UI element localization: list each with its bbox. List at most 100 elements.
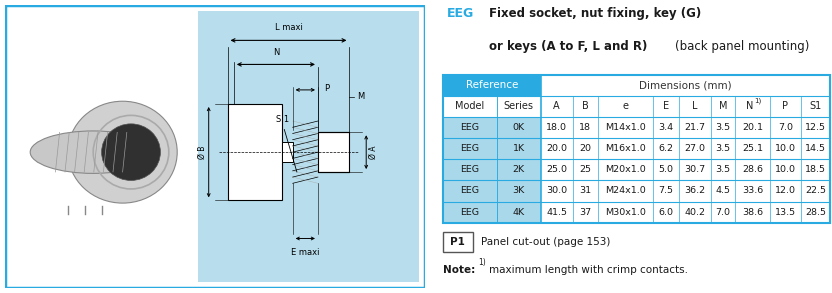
Text: Ø A: Ø A <box>369 145 379 159</box>
Text: M: M <box>357 93 364 101</box>
Ellipse shape <box>68 101 177 203</box>
Text: 1K: 1K <box>513 144 525 153</box>
Text: 4K: 4K <box>513 208 525 217</box>
Text: 4.5: 4.5 <box>716 186 730 195</box>
Bar <box>541 202 830 223</box>
Text: 27.0: 27.0 <box>684 144 706 153</box>
Text: N: N <box>273 48 279 57</box>
Bar <box>318 132 349 172</box>
Text: Series: Series <box>503 101 533 111</box>
Bar <box>443 180 541 202</box>
Text: 30.0: 30.0 <box>546 186 567 195</box>
Text: 2K: 2K <box>513 165 525 174</box>
Text: 10.0: 10.0 <box>775 144 796 153</box>
Bar <box>228 104 282 200</box>
Text: 18.5: 18.5 <box>805 165 826 174</box>
Text: 25.1: 25.1 <box>742 144 763 153</box>
Bar <box>13 11 198 282</box>
Text: P1: P1 <box>450 237 465 247</box>
Text: 1): 1) <box>754 98 761 104</box>
Text: EEG: EEG <box>460 186 479 195</box>
Text: 18.0: 18.0 <box>547 123 567 132</box>
Bar <box>198 11 418 282</box>
Text: N: N <box>746 101 753 111</box>
Text: 3.5: 3.5 <box>716 144 730 153</box>
Text: 33.6: 33.6 <box>742 186 764 195</box>
Bar <box>443 159 541 180</box>
Text: M24x1.0: M24x1.0 <box>606 186 646 195</box>
Text: 6.0: 6.0 <box>659 208 674 217</box>
Text: S 1: S 1 <box>275 115 289 124</box>
Bar <box>443 202 541 223</box>
Text: EEG: EEG <box>447 7 474 20</box>
Text: Model: Model <box>455 101 484 111</box>
Text: 28.5: 28.5 <box>805 208 826 217</box>
Text: Dimensions (mm): Dimensions (mm) <box>639 80 732 90</box>
Text: 20.1: 20.1 <box>742 123 763 132</box>
Text: E: E <box>663 101 669 111</box>
Text: 0K: 0K <box>513 123 525 132</box>
Text: 7.0: 7.0 <box>716 208 730 217</box>
Text: M: M <box>719 101 727 111</box>
Ellipse shape <box>30 131 156 173</box>
Text: P: P <box>324 84 329 93</box>
Text: 13.5: 13.5 <box>775 208 796 217</box>
Text: 20: 20 <box>579 144 592 153</box>
Text: A: A <box>553 101 560 111</box>
Text: E maxi: E maxi <box>291 248 319 257</box>
Text: 38.6: 38.6 <box>742 208 764 217</box>
Text: 18: 18 <box>579 123 592 132</box>
Text: 41.5: 41.5 <box>547 208 567 217</box>
Bar <box>443 75 830 223</box>
Bar <box>541 180 830 202</box>
Text: Fixed socket, nut fixing, key (G): Fixed socket, nut fixing, key (G) <box>488 7 701 20</box>
Bar <box>541 138 830 159</box>
Text: 12.5: 12.5 <box>805 123 826 132</box>
Text: 1): 1) <box>478 258 486 267</box>
Bar <box>282 142 293 162</box>
Bar <box>541 75 830 96</box>
Bar <box>541 117 830 138</box>
Ellipse shape <box>102 124 161 180</box>
Text: B: B <box>582 101 589 111</box>
Text: 12.0: 12.0 <box>775 186 796 195</box>
Text: 7.0: 7.0 <box>778 123 793 132</box>
Text: P: P <box>782 101 789 111</box>
Text: 40.2: 40.2 <box>684 208 706 217</box>
Text: 28.6: 28.6 <box>742 165 763 174</box>
Text: 22.5: 22.5 <box>805 186 826 195</box>
Text: 3.4: 3.4 <box>659 123 674 132</box>
Text: EEG: EEG <box>460 123 479 132</box>
Text: Panel cut-out (page 153): Panel cut-out (page 153) <box>481 237 610 247</box>
Text: EEG: EEG <box>460 208 479 217</box>
Text: (back panel mounting): (back panel mounting) <box>676 40 810 52</box>
Bar <box>541 159 830 180</box>
Text: maximum length with crimp contacts.: maximum length with crimp contacts. <box>488 265 687 275</box>
Bar <box>443 96 830 117</box>
Text: or keys (A to F, L and R): or keys (A to F, L and R) <box>488 40 647 52</box>
Text: M14x1.0: M14x1.0 <box>606 123 646 132</box>
Text: M16x1.0: M16x1.0 <box>606 144 646 153</box>
Text: e: e <box>622 101 629 111</box>
Text: 36.2: 36.2 <box>684 186 706 195</box>
Text: 20.0: 20.0 <box>547 144 567 153</box>
Text: Ø B: Ø B <box>198 145 207 159</box>
Text: Note:: Note: <box>443 265 475 275</box>
Text: M30x1.0: M30x1.0 <box>606 208 646 217</box>
Text: 21.7: 21.7 <box>684 123 706 132</box>
Text: 31: 31 <box>579 186 592 195</box>
Text: 3.5: 3.5 <box>716 165 730 174</box>
Text: EEG: EEG <box>460 165 479 174</box>
Text: L: L <box>692 101 697 111</box>
Text: L maxi: L maxi <box>275 23 303 33</box>
Text: 14.5: 14.5 <box>805 144 826 153</box>
Text: Reference: Reference <box>466 80 518 90</box>
Text: M20x1.0: M20x1.0 <box>606 165 646 174</box>
Text: 25: 25 <box>579 165 592 174</box>
Bar <box>443 232 473 252</box>
Text: 5.0: 5.0 <box>659 165 674 174</box>
Text: 25.0: 25.0 <box>547 165 567 174</box>
Text: 6.2: 6.2 <box>659 144 674 153</box>
Bar <box>443 75 541 96</box>
Text: 3K: 3K <box>513 186 525 195</box>
